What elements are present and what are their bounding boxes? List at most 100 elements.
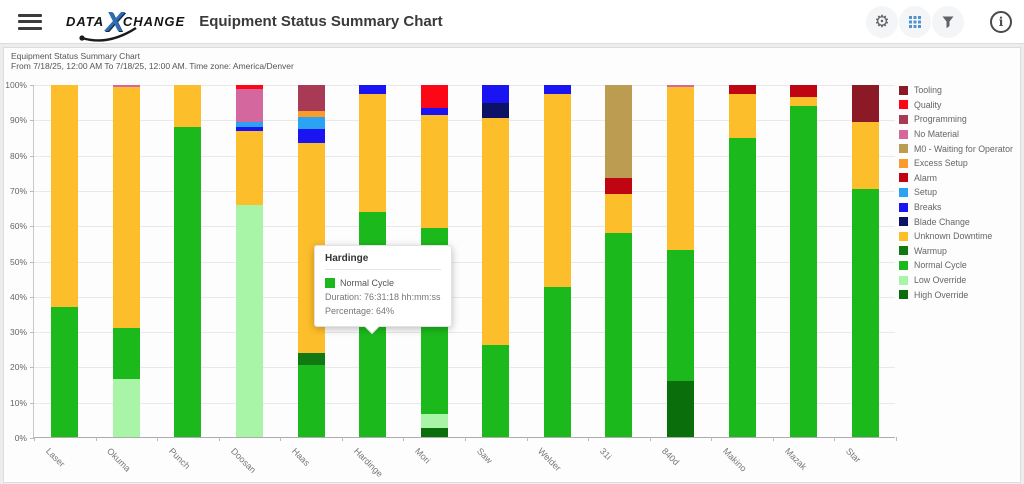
bar-segment-unknown-downtime[interactable] xyxy=(728,93,756,138)
legend-item-blade-change[interactable]: Blade Change xyxy=(899,214,1021,229)
bar-segment-quality[interactable] xyxy=(420,85,448,108)
bar-segment-unknown-downtime[interactable] xyxy=(359,93,387,212)
legend-item-low-override[interactable]: Low Override xyxy=(899,273,1021,288)
legend-item-normal-cycle[interactable]: Normal Cycle xyxy=(899,258,1021,273)
bar-doosan[interactable] xyxy=(236,85,263,437)
bar-segment-unknown-downtime[interactable] xyxy=(420,114,448,228)
bar-segment-breaks[interactable] xyxy=(359,85,387,94)
bar-segment-programming[interactable] xyxy=(297,85,325,112)
bar-segment-unknown-downtime[interactable] xyxy=(482,118,510,346)
gear-icon: ⚙ xyxy=(874,12,890,31)
x-axis-tick xyxy=(649,437,651,441)
bar-segment-breaks[interactable] xyxy=(297,129,325,144)
bar-segment-normal-cycle[interactable] xyxy=(605,232,633,437)
bar-segment-breaks[interactable] xyxy=(236,127,263,131)
bar-segment-high-override[interactable] xyxy=(667,380,694,437)
bar-segment-unknown-downtime[interactable] xyxy=(174,85,202,128)
bar-segment-normal-cycle[interactable] xyxy=(790,106,818,437)
bar-segment-high-override[interactable] xyxy=(420,428,448,437)
legend-swatch xyxy=(899,158,908,168)
legend-item-no-material[interactable]: No Material xyxy=(899,127,1021,142)
bar-segment-setup[interactable] xyxy=(297,116,325,129)
bar-segment-breaks[interactable] xyxy=(543,85,571,94)
bar-segment-breaks[interactable] xyxy=(482,85,510,103)
legend-item-programming[interactable]: Programming xyxy=(899,112,1021,127)
bar-segment-normal-cycle[interactable] xyxy=(728,137,756,437)
bar-punch[interactable] xyxy=(174,85,202,437)
y-axis-tick-label: 50% xyxy=(9,256,27,267)
bar-segment-normal-cycle[interactable] xyxy=(482,345,510,437)
y-axis-tick xyxy=(30,190,34,192)
logo-swoosh xyxy=(79,26,137,42)
bar-segment-low-override[interactable] xyxy=(112,378,140,437)
chart-subtitle: Equipment Status Summary Chart From 7/18… xyxy=(11,51,294,71)
legend-item-quality[interactable]: Quality xyxy=(899,98,1021,113)
legend-item-high-override[interactable]: High Override xyxy=(899,287,1021,302)
bar-segment-no-material[interactable] xyxy=(236,88,263,122)
bar-segment-unknown-downtime[interactable] xyxy=(543,93,571,288)
logo-x: X xyxy=(105,5,124,37)
legend-swatch xyxy=(899,173,908,183)
bar-segment-tooling[interactable] xyxy=(851,85,879,122)
data-grid-button[interactable] xyxy=(899,5,931,38)
filter-button[interactable] xyxy=(932,5,964,38)
bar-segment-unknown-downtime[interactable] xyxy=(851,121,879,189)
legend-item-excess-setup[interactable]: Excess Setup xyxy=(899,156,1021,171)
bar-segment-alarm[interactable] xyxy=(790,85,818,98)
bar-segment-normal-cycle[interactable] xyxy=(112,327,140,379)
bar-segment-warmup[interactable] xyxy=(297,352,325,365)
legend-item-unknown-downtime[interactable]: Unknown Downtime xyxy=(899,229,1021,244)
bar-segment-alarm[interactable] xyxy=(605,178,633,195)
bar-segment-low-override[interactable] xyxy=(236,204,263,437)
bar-segment-excess-setup[interactable] xyxy=(297,111,325,117)
legend-item-alarm[interactable]: Alarm xyxy=(899,171,1021,186)
bar-laser[interactable] xyxy=(51,85,79,437)
x-axis-label-mori: Mori xyxy=(413,446,433,466)
bar-segment-breaks[interactable] xyxy=(420,107,448,115)
legend-item-setup[interactable]: Setup xyxy=(899,185,1021,200)
legend-label: Setup xyxy=(914,187,937,198)
bar-840d[interactable] xyxy=(667,85,694,437)
bar-segment-normal-cycle[interactable] xyxy=(174,127,202,437)
legend-swatch xyxy=(899,290,908,300)
legend-swatch xyxy=(899,275,908,285)
legend-label: M0 - Waiting for Operator xyxy=(914,143,1013,154)
bar-segment-no-material[interactable] xyxy=(112,85,140,87)
bar-segment-quality[interactable] xyxy=(236,85,263,89)
legend-item-tooling[interactable]: Tooling xyxy=(899,83,1021,98)
settings-button[interactable]: ⚙ xyxy=(866,5,898,38)
bar-segment-blade-change[interactable] xyxy=(482,102,510,119)
bar-okuma[interactable] xyxy=(112,85,140,437)
legend-swatch xyxy=(899,144,908,154)
bar-segment-setup[interactable] xyxy=(236,121,263,128)
bar-star[interactable] xyxy=(851,85,879,437)
tooltip-series-row: Normal Cycle xyxy=(325,276,441,290)
bar-segment-unknown-downtime[interactable] xyxy=(236,130,263,205)
bar-segment-unknown-downtime[interactable] xyxy=(51,85,79,307)
bar-segment-normal-cycle[interactable] xyxy=(51,306,79,437)
bar-makino[interactable] xyxy=(728,85,756,437)
bar-segment-normal-cycle[interactable] xyxy=(297,364,325,437)
legend-item-m0-waiting-for-operator[interactable]: M0 - Waiting for Operator xyxy=(899,141,1021,156)
tooltip-title: Hardinge xyxy=(325,253,441,270)
bar-segment-unknown-downtime[interactable] xyxy=(667,86,694,251)
bar-segment-unknown-downtime[interactable] xyxy=(605,194,633,233)
hamburger-menu-icon[interactable] xyxy=(18,13,42,30)
bar-segment-normal-cycle[interactable] xyxy=(667,250,694,381)
bar-segment-low-override[interactable] xyxy=(420,414,448,429)
bar-31i[interactable] xyxy=(605,85,633,437)
legend-item-breaks[interactable]: Breaks xyxy=(899,200,1021,215)
bar-welder[interactable] xyxy=(543,85,571,437)
bar-segment-normal-cycle[interactable] xyxy=(543,287,571,437)
info-button[interactable]: i xyxy=(990,10,1012,33)
bar-saw[interactable] xyxy=(482,85,510,437)
bar-segment-normal-cycle[interactable] xyxy=(851,188,879,437)
bar-segment-m0-waiting-for-operator[interactable] xyxy=(605,85,633,179)
bar-segment-unknown-downtime[interactable] xyxy=(112,86,140,328)
bar-mazak[interactable] xyxy=(790,85,818,437)
bar-segment-unknown-downtime[interactable] xyxy=(790,97,818,107)
chart-card: Equipment Status Summary Chart From 7/18… xyxy=(3,47,1021,483)
legend-item-warmup[interactable]: Warmup xyxy=(899,244,1021,259)
bar-segment-no-material[interactable] xyxy=(667,85,694,87)
bar-segment-alarm[interactable] xyxy=(728,85,756,94)
